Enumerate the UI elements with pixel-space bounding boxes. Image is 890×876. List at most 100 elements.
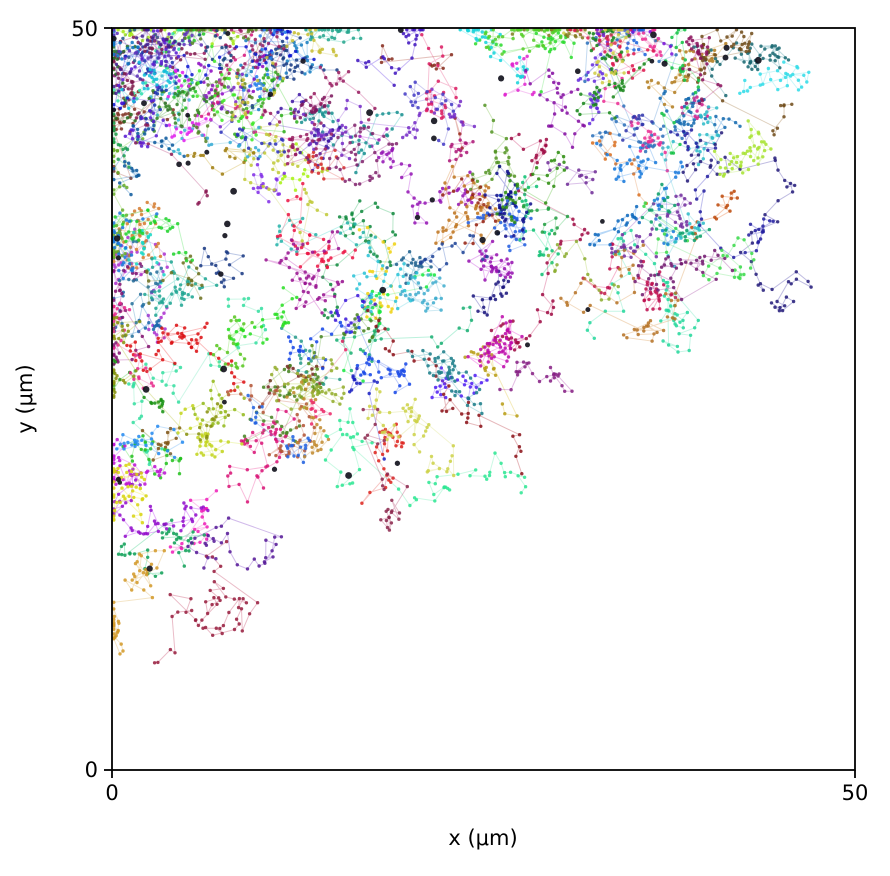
localization-dot	[500, 215, 505, 220]
localization-dot	[152, 123, 156, 128]
localization-dot	[570, 389, 574, 393]
localization-dot	[348, 226, 353, 231]
localization-dot	[348, 135, 353, 139]
localization-dot	[234, 45, 239, 49]
localization-dot	[623, 28, 627, 32]
localization-dot	[586, 231, 590, 235]
localization-dot	[164, 37, 168, 42]
localization-dot	[369, 292, 374, 296]
localization-dot	[618, 39, 622, 43]
localization-dot	[762, 217, 766, 221]
localization-dot	[349, 351, 353, 355]
localization-dot	[217, 66, 222, 71]
localization-dot	[138, 352, 142, 356]
localization-dot	[500, 198, 504, 202]
localization-dot	[642, 68, 646, 72]
localization-dot	[559, 35, 563, 40]
localization-dot	[151, 36, 155, 40]
localization-dot	[373, 201, 378, 205]
localization-dot	[648, 287, 653, 291]
localization-dot	[323, 110, 328, 114]
localization-dot	[471, 140, 475, 144]
localization-dot	[547, 33, 551, 38]
localization-dot	[507, 162, 511, 166]
localization-dot	[150, 595, 155, 600]
localization-dot	[782, 104, 786, 108]
localization-dot	[128, 349, 132, 353]
localization-dot	[127, 161, 131, 165]
localization-dot	[629, 246, 633, 250]
localization-dot	[275, 388, 279, 393]
localization-dot	[172, 531, 176, 536]
localization-dot	[335, 230, 340, 234]
localization-dot	[312, 275, 316, 279]
localization-dot	[169, 76, 173, 80]
localization-dot	[641, 28, 646, 32]
localization-dot	[175, 102, 179, 107]
localization-dot	[743, 41, 747, 45]
localization-dot	[732, 275, 737, 279]
localization-dot	[441, 226, 445, 230]
localization-dot	[396, 306, 400, 311]
localization-dot	[286, 30, 290, 34]
localization-dot	[123, 534, 128, 538]
localization-dot	[382, 442, 387, 446]
localization-dot	[506, 159, 510, 164]
localization-dot	[687, 348, 691, 353]
localization-dot	[331, 119, 335, 124]
localization-dot	[207, 63, 211, 68]
localization-dot	[298, 297, 302, 302]
localization-dot	[753, 64, 757, 69]
localization-dot	[287, 265, 291, 270]
localization-dot	[420, 33, 424, 37]
localization-dot	[154, 134, 158, 138]
localization-dot	[350, 256, 355, 260]
localization-dot	[510, 260, 514, 265]
localization-dot	[342, 148, 346, 152]
localization-dot	[354, 170, 358, 175]
localization-dot	[783, 56, 787, 60]
localization-dot	[685, 223, 689, 227]
localization-dot	[186, 539, 190, 543]
localization-dot	[301, 172, 306, 176]
localization-dot	[232, 85, 236, 90]
localization-dot	[114, 341, 118, 345]
localization-dot	[591, 177, 595, 182]
localization-dot	[556, 252, 560, 256]
localization-dot	[674, 53, 678, 57]
localization-dot	[143, 292, 147, 297]
localization-dot	[196, 623, 201, 628]
trajectory-line	[198, 29, 290, 140]
localization-dot	[565, 303, 570, 307]
localization-dot	[551, 37, 555, 41]
localization-dot	[669, 276, 673, 280]
localization-dot	[399, 292, 403, 297]
localization-dot	[596, 233, 600, 237]
localization-dot	[226, 516, 231, 520]
localization-dot	[134, 358, 138, 363]
localization-dot	[273, 535, 277, 539]
localization-dot	[610, 117, 614, 121]
localization-dot	[287, 54, 292, 58]
localization-dot	[618, 166, 622, 171]
localization-dot	[389, 480, 393, 484]
localization-dot	[212, 108, 216, 112]
localization-dot	[493, 297, 498, 302]
localization-dot	[519, 75, 523, 80]
localization-dot	[242, 396, 246, 400]
localization-dot	[129, 192, 133, 197]
localization-dot	[117, 316, 122, 321]
localization-dot	[355, 381, 359, 385]
localization-dot	[358, 130, 362, 134]
localization-dot	[705, 174, 710, 179]
localization-dot	[390, 148, 394, 153]
localization-dot	[152, 324, 157, 329]
localization-dot	[289, 111, 293, 116]
localization-dot	[674, 175, 678, 179]
localization-dot	[448, 115, 453, 119]
localization-dot	[164, 217, 168, 221]
localization-dot	[112, 343, 116, 347]
localization-dot	[277, 224, 281, 228]
localization-dot	[112, 326, 116, 331]
localization-dot	[487, 473, 492, 478]
